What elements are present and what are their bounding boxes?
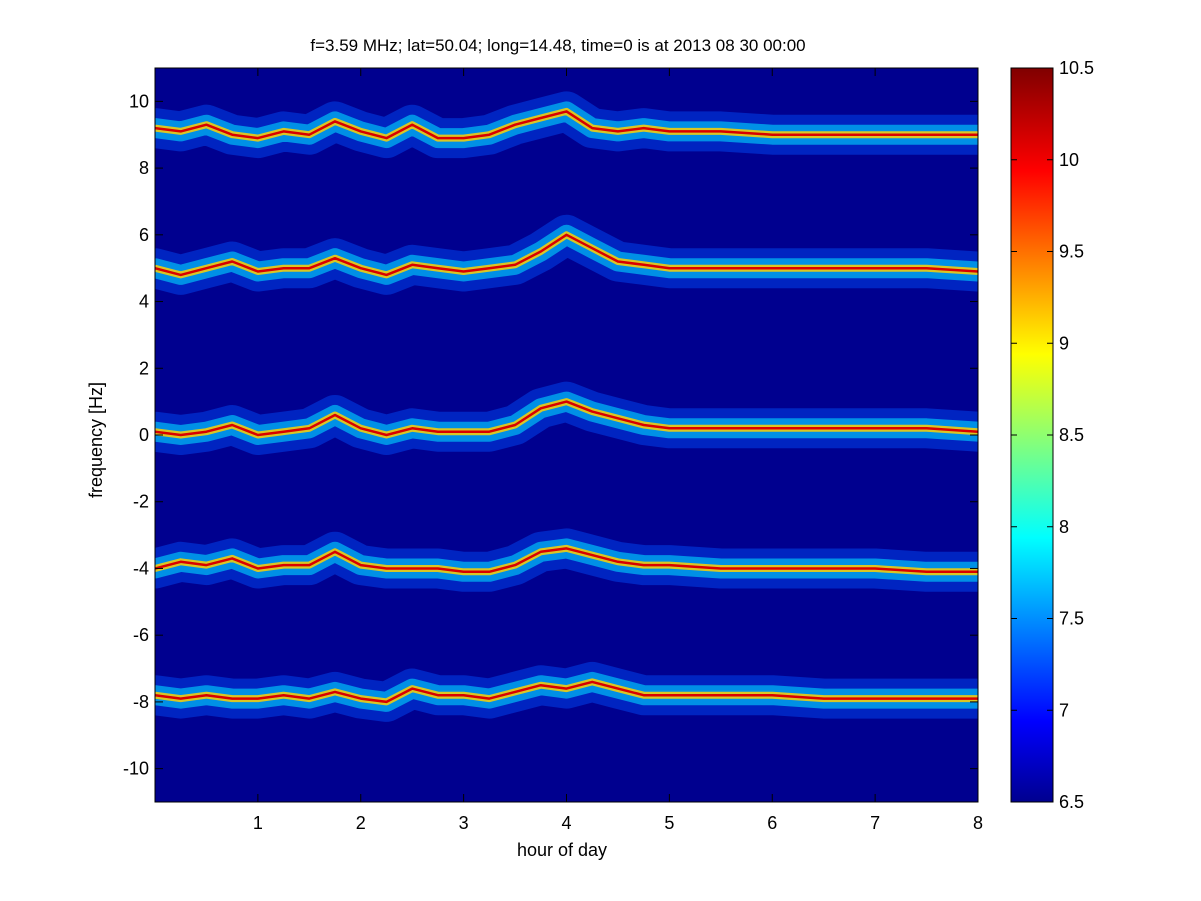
x-tick-label: 8 xyxy=(973,813,983,833)
y-tick-label: 2 xyxy=(139,358,149,378)
x-tick-label: 3 xyxy=(459,813,469,833)
y-tick-label: -4 xyxy=(133,558,149,578)
trace-0 xyxy=(155,91,978,159)
colorbar xyxy=(1010,67,1054,803)
y-tick-label: -8 xyxy=(133,692,149,712)
x-tick-label: 1 xyxy=(253,813,263,833)
y-tick-label: 6 xyxy=(139,225,149,245)
colorbar-tick-label: 6.5 xyxy=(1059,792,1084,812)
colorbar-tick-label: 9 xyxy=(1059,333,1069,353)
x-tick-label: 7 xyxy=(870,813,880,833)
x-tick-label: 5 xyxy=(664,813,674,833)
colorbar-tick-label: 9.5 xyxy=(1059,242,1084,262)
colorbar-tick-label: 8.5 xyxy=(1059,425,1084,445)
y-tick-label: 0 xyxy=(139,425,149,445)
colorbar-ticks: 6.5 7 7.5 8 8.5 9 9.5 10 10.5 xyxy=(1011,58,1094,812)
y-tick-label: 4 xyxy=(139,292,149,312)
colorbar-tick-label: 8 xyxy=(1059,517,1069,537)
trace-2 xyxy=(155,381,978,455)
trace-1 xyxy=(155,214,978,295)
y-tick-label: -10 xyxy=(123,759,149,779)
y-axis-ticks: -10 -8 -6 -4 -2 0 2 4 6 8 10 xyxy=(123,91,978,779)
y-axis-label: frequency [Hz] xyxy=(86,382,106,498)
y-tick-label: 8 xyxy=(139,158,149,178)
colorbar-tick-label: 10.5 xyxy=(1059,58,1094,78)
colorbar-tick-label: 7 xyxy=(1059,700,1069,720)
trace-4 xyxy=(155,661,978,722)
x-tick-label: 6 xyxy=(767,813,777,833)
spectral-traces xyxy=(155,91,978,722)
x-axis-ticks: 1 2 3 4 5 6 7 8 xyxy=(253,68,983,833)
y-tick-label: 10 xyxy=(129,91,149,111)
colorbar-tick-label: 7.5 xyxy=(1059,609,1084,629)
x-axis-label: hour of day xyxy=(517,840,607,860)
colorbar-tick-label: 10 xyxy=(1059,150,1079,170)
chart-title: f=3.59 MHz; lat=50.04; long=14.48, time=… xyxy=(310,36,805,55)
y-tick-label: -2 xyxy=(133,492,149,512)
trace-3 xyxy=(155,528,978,592)
x-tick-label: 4 xyxy=(561,813,571,833)
x-tick-label: 2 xyxy=(356,813,366,833)
y-tick-label: -6 xyxy=(133,625,149,645)
